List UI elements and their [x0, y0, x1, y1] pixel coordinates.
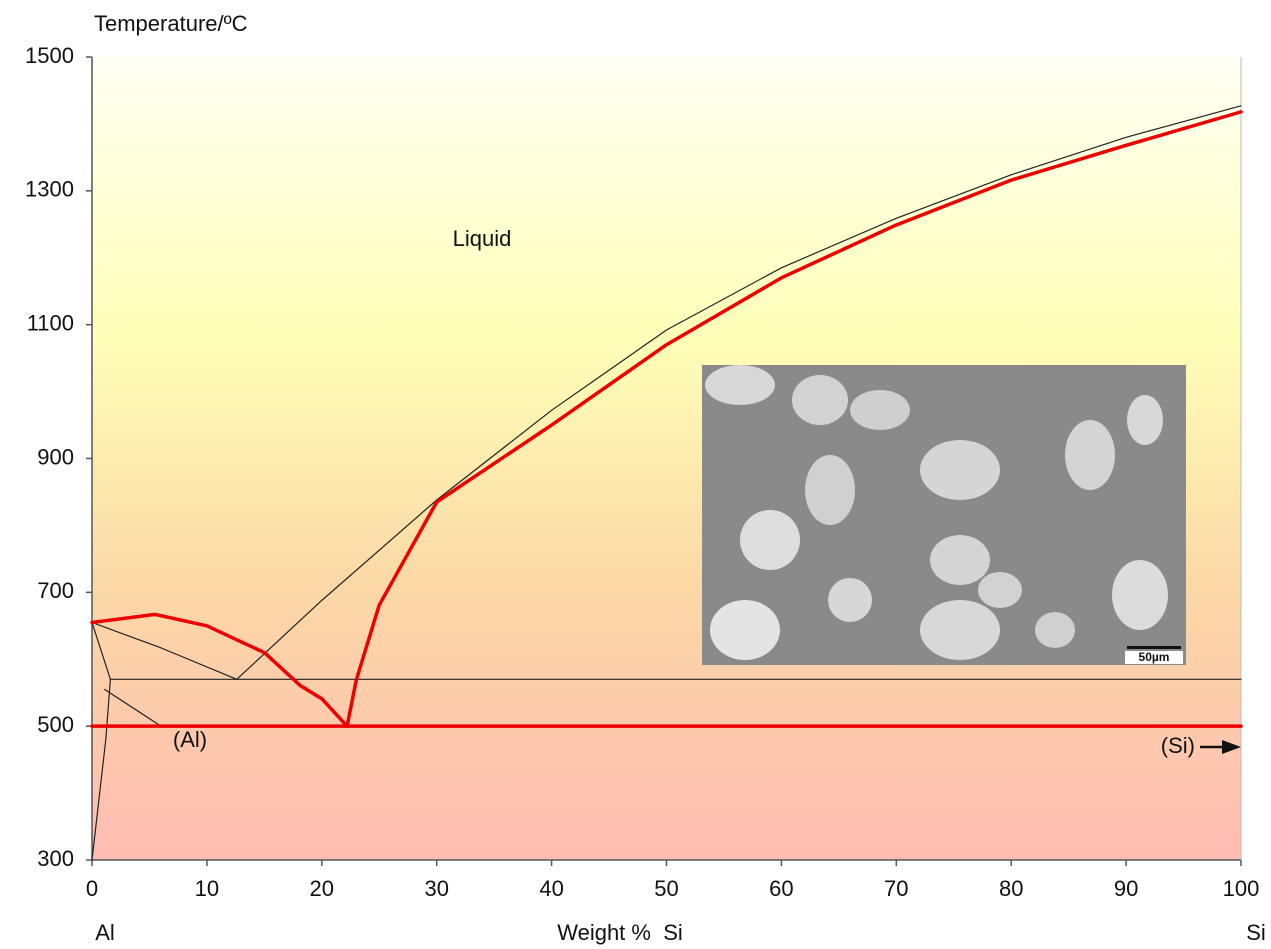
- phase-line: [345, 110, 1243, 728]
- annotation: (Al): [173, 727, 207, 752]
- x-tick-label: 40: [539, 876, 563, 901]
- x-tick-label: 70: [884, 876, 908, 901]
- y-tick-label: 300: [37, 846, 74, 871]
- y-tick-label: 900: [37, 444, 74, 469]
- y-tick-label: 500: [37, 712, 74, 737]
- phase-line: [91, 621, 238, 680]
- arrow: [1200, 740, 1241, 754]
- phase-line: [91, 621, 111, 680]
- annotation: (Si): [1161, 733, 1195, 758]
- y-tick-label: 1300: [25, 177, 74, 202]
- phase-line: [236, 105, 1242, 680]
- y-tick-label: 700: [37, 578, 74, 603]
- micrograph-inset: 50µm: [702, 365, 1186, 665]
- x-right-label: Si: [1246, 920, 1266, 945]
- x-tick-label: 80: [999, 876, 1023, 901]
- phase-line: [104, 688, 162, 727]
- x-tick-label: 100: [1223, 876, 1260, 901]
- x-tick-label: 90: [1114, 876, 1138, 901]
- x-tick-label: 60: [769, 876, 793, 901]
- x-tick-label: 20: [310, 876, 334, 901]
- inset-scale-label: 50µm: [1139, 650, 1170, 664]
- phase-line: [90, 612, 349, 728]
- x-axis-title: Weight % Si: [557, 920, 683, 945]
- y-tick-label: 1100: [27, 310, 74, 335]
- annotation: Liquid: [453, 226, 512, 251]
- x-tick-label: 10: [195, 876, 219, 901]
- x-tick-label: 50: [654, 876, 678, 901]
- y-axis-title: Temperature/ºC: [94, 11, 248, 36]
- y-tick-label: 1500: [25, 43, 74, 68]
- x-tick-label: 30: [424, 876, 448, 901]
- phase-line: [91, 678, 111, 861]
- x-tick-label: 0: [86, 876, 98, 901]
- x-left-label: Al: [95, 920, 115, 945]
